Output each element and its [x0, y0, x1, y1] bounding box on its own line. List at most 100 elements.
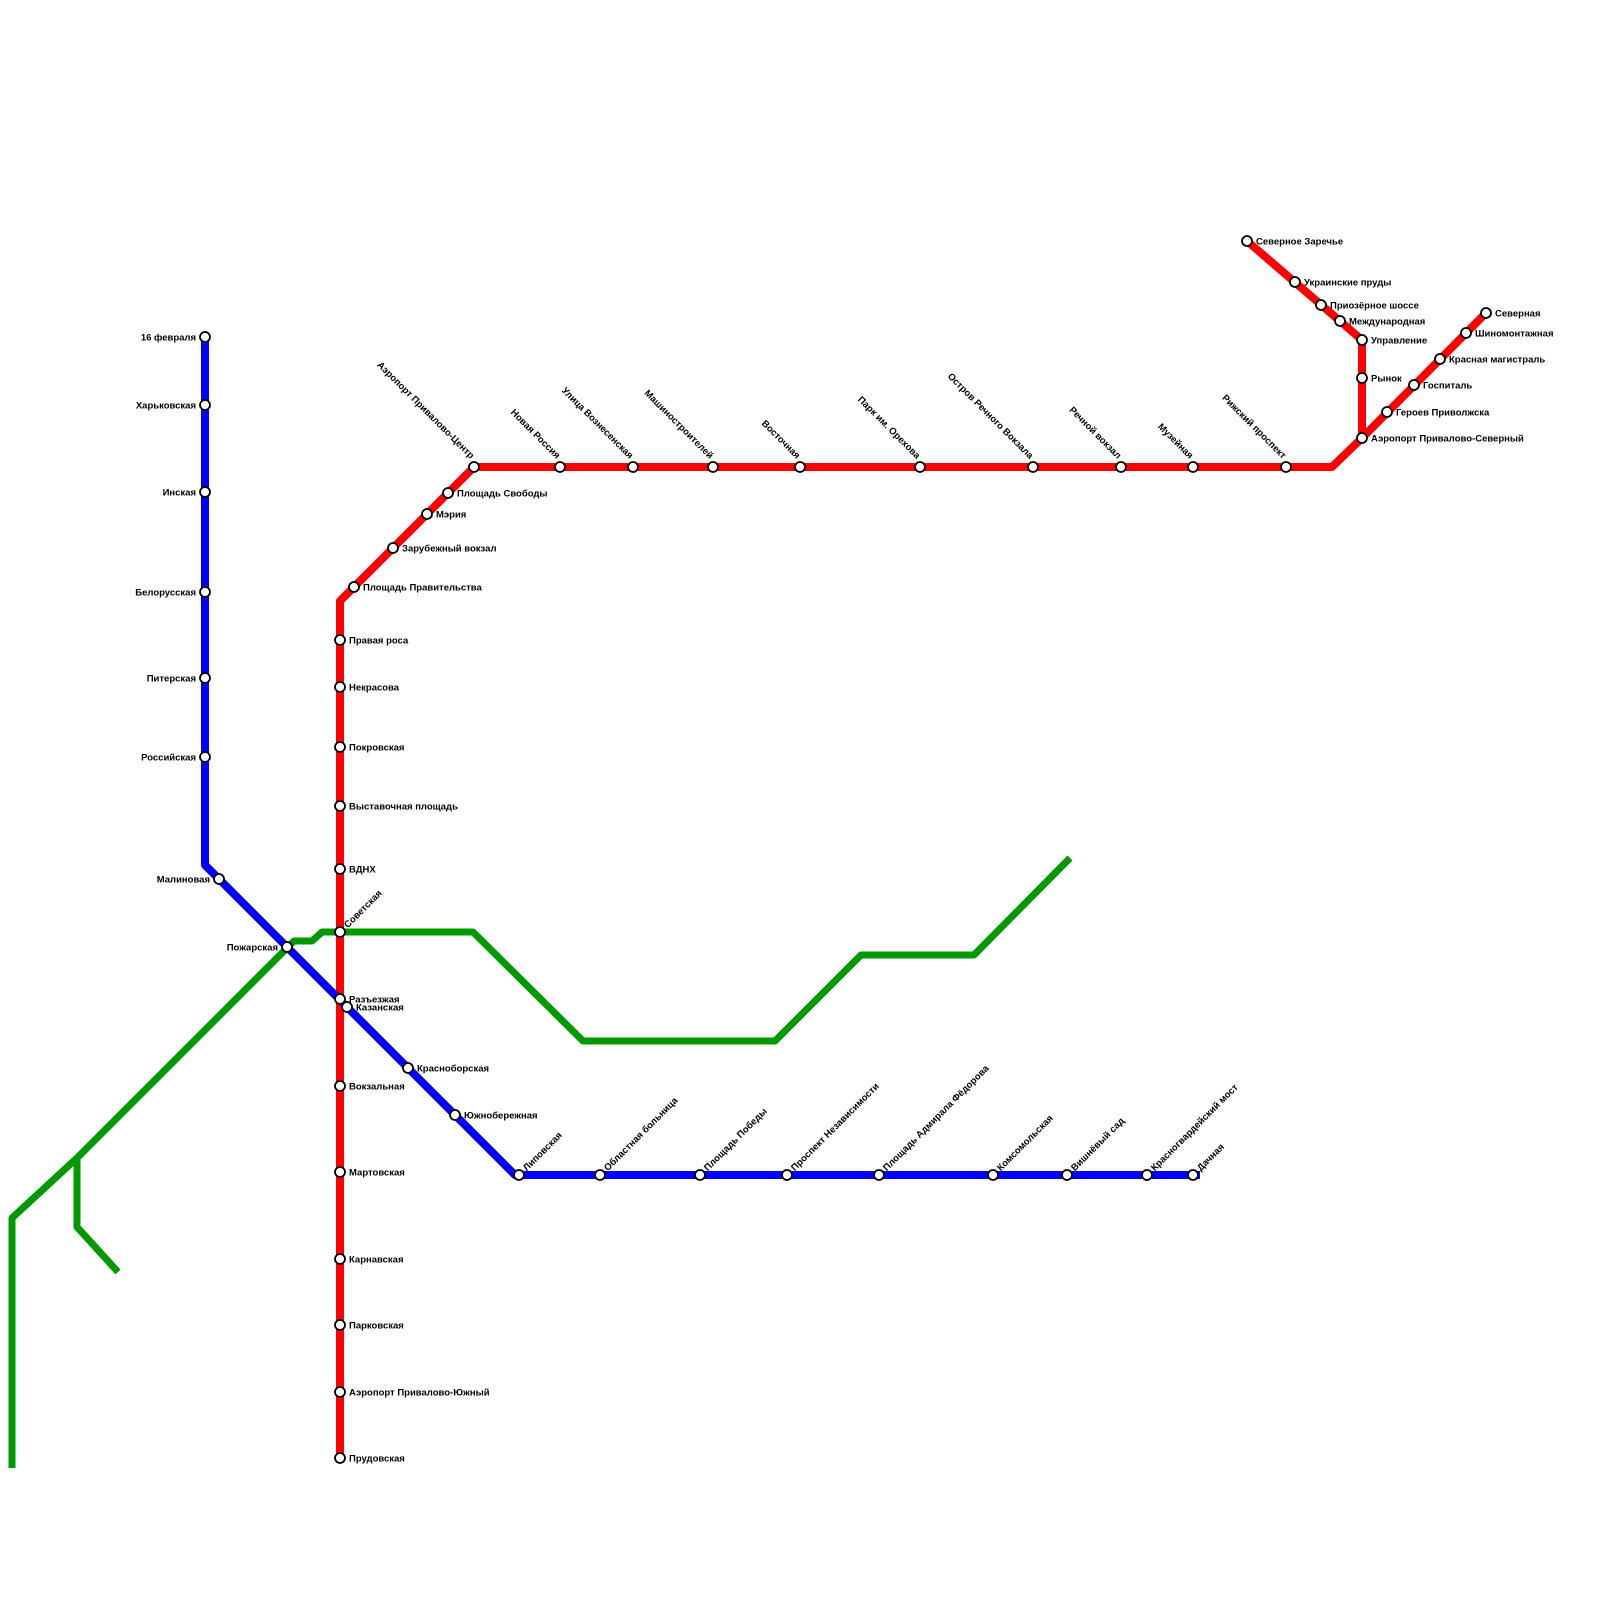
- station-blue-55: Площадь Адмирала Фёдорова: [873, 1063, 992, 1181]
- station-label: Покровская: [349, 743, 404, 754]
- station-marker: [707, 461, 719, 473]
- station-marker: [334, 993, 346, 1005]
- station-red-33: Разъезжая: [334, 993, 400, 1006]
- station-red-27: Правая роса: [334, 634, 409, 647]
- station-label: Проспект Независимости: [789, 1081, 882, 1174]
- station-marker: [213, 873, 225, 885]
- station-marker: [1027, 461, 1039, 473]
- station-label: 16 февраля: [141, 333, 196, 344]
- station-marker: [442, 487, 454, 499]
- station-red-2: Украинские пруды: [1289, 276, 1391, 289]
- station-label: Госпиталь: [1423, 381, 1472, 392]
- station-label: Речной вокзал: [1067, 405, 1123, 461]
- station-label: Мартовская: [349, 1168, 405, 1179]
- station-red-30: Выставочная площадь: [334, 800, 458, 813]
- station-marker: [1187, 1169, 1199, 1181]
- station-marker: [873, 1169, 885, 1181]
- station-label: Карнавская: [349, 1255, 404, 1266]
- station-marker: [199, 331, 211, 343]
- station-label: Разъезжая: [349, 995, 400, 1006]
- line-green-path-2: [73, 1158, 121, 1275]
- station-label: Прудовская: [349, 1454, 405, 1465]
- station-red-24: Мэрия: [421, 508, 466, 521]
- station-marker: [1061, 1169, 1073, 1181]
- station-marker: [334, 1166, 346, 1178]
- station-label: Питерская: [147, 674, 196, 685]
- station-label: Казанская: [356, 1003, 404, 1014]
- station-marker: [468, 461, 480, 473]
- station-marker: [1289, 276, 1301, 288]
- station-red-13: Рижский проспект: [1219, 393, 1292, 473]
- station-red-26: Площадь Правительства: [348, 581, 483, 594]
- station-label: Комсомольская: [995, 1113, 1056, 1174]
- station-marker: [914, 461, 926, 473]
- station-red-10: Госпиталь: [1408, 379, 1472, 392]
- station-label: Аэропорт Привалово-Центр: [374, 360, 476, 462]
- station-red-7: Северная: [1480, 307, 1541, 320]
- station-blue-59: Дачная: [1187, 1142, 1227, 1181]
- station-label: Правая роса: [349, 636, 409, 647]
- line-blue-path-1: [201, 337, 1200, 1179]
- station-red-36: Карнавская: [334, 1253, 404, 1266]
- line-green-path-1: [8, 855, 1073, 1468]
- station-marker: [334, 800, 346, 812]
- station-marker: [334, 681, 346, 693]
- station-label: ВДНХ: [349, 865, 376, 876]
- station-label: Областная больница: [602, 1095, 681, 1174]
- station-label: Площадь Правительства: [363, 583, 483, 594]
- station-marker: [334, 863, 346, 875]
- station-marker: [1115, 461, 1127, 473]
- station-red-15: Речной вокзал: [1067, 405, 1127, 473]
- station-label: Остров Речного Вокзала: [945, 371, 1036, 462]
- station-marker: [199, 586, 211, 598]
- station-marker: [554, 461, 566, 473]
- station-marker: [199, 399, 211, 411]
- station-blue-49: Красноборская: [402, 1062, 489, 1075]
- station-label: Вокзальная: [349, 1082, 405, 1093]
- station-marker: [334, 634, 346, 646]
- station-marker: [334, 1080, 346, 1092]
- station-marker: [1241, 235, 1253, 247]
- station-blue-50: Южнобережная: [449, 1109, 538, 1122]
- station-marker: [1356, 432, 1368, 444]
- station-red-23: Площадь Свободы: [442, 487, 548, 500]
- station-blue-45: Российская: [141, 751, 211, 764]
- station-blue-40: 16 февраля: [141, 331, 211, 344]
- station-blue-48: Казанская: [341, 1001, 404, 1014]
- station-label: Дачная: [1195, 1142, 1227, 1174]
- station-marker: [334, 1386, 346, 1398]
- station-label: Северная: [1495, 309, 1541, 320]
- station-marker: [341, 1001, 353, 1013]
- station-label: Приозёрное шоссе: [1330, 301, 1419, 312]
- station-label: Шиномонтажная: [1475, 329, 1553, 340]
- station-marker: [334, 741, 346, 753]
- station-marker: [334, 1452, 346, 1464]
- station-blue-44: Питерская: [147, 672, 211, 685]
- station-label: Площадь Победы: [702, 1106, 769, 1173]
- station-marker: [794, 461, 806, 473]
- station-label: Украинские пруды: [1304, 278, 1391, 289]
- station-label: Зарубежный вокзал: [402, 544, 496, 555]
- station-marker: [199, 486, 211, 498]
- station-marker: [1408, 379, 1420, 391]
- station-red-31: ВДНХ: [334, 863, 376, 876]
- station-marker: [199, 672, 211, 684]
- station-label: Белорусская: [135, 588, 196, 599]
- station-marker: [627, 461, 639, 473]
- station-label: Международная: [1349, 317, 1425, 328]
- station-blue-58: Красногвардейский мост: [1141, 1082, 1241, 1181]
- station-label: Площадь Адмирала Фёдорова: [881, 1063, 992, 1174]
- station-red-4: Международная: [1334, 315, 1425, 328]
- station-red-20: Улица Вознесенская: [559, 385, 639, 473]
- station-red-37: Парковская: [334, 1319, 404, 1332]
- station-label: Северное Заречье: [1256, 237, 1343, 248]
- station-red-35: Мартовская: [334, 1166, 405, 1179]
- station-label: Улица Вознесенская: [559, 385, 635, 461]
- station-label: Парковская: [349, 1321, 404, 1332]
- station-red-21: Новая Россия: [508, 407, 566, 473]
- station-label: Восточная: [759, 418, 802, 461]
- station-label: Рынок: [1371, 374, 1402, 385]
- station-label: Харьковская: [136, 401, 196, 412]
